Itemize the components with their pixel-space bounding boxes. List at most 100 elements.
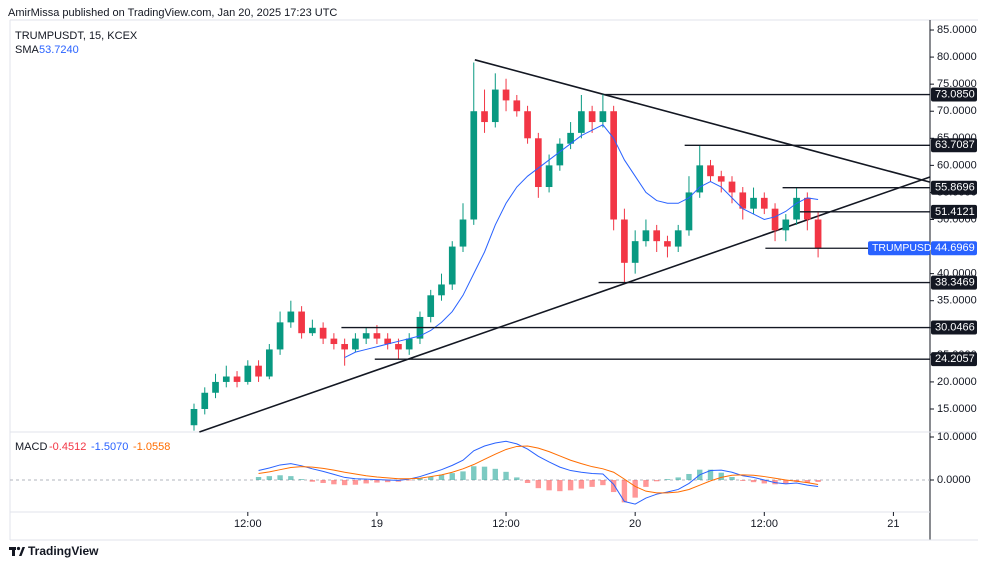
histogram-bar bbox=[460, 471, 466, 480]
macd-value: -1.5070 bbox=[91, 441, 128, 453]
candle-body bbox=[707, 165, 714, 177]
candle-body bbox=[610, 111, 617, 220]
candle-body bbox=[373, 333, 381, 339]
level-label-box bbox=[931, 275, 977, 290]
candle-body bbox=[664, 241, 671, 247]
candle-body bbox=[438, 284, 445, 296]
histogram-bar bbox=[352, 480, 359, 485]
candle-body bbox=[728, 181, 736, 193]
macd-line bbox=[258, 440, 819, 505]
histogram-bar bbox=[729, 476, 735, 480]
histogram-bar bbox=[266, 476, 273, 480]
histogram-bar bbox=[320, 480, 326, 484]
candle-body bbox=[395, 344, 402, 350]
y-tick-label: 70.0000 bbox=[937, 105, 977, 117]
level-label: 24.2057 bbox=[935, 353, 975, 365]
histogram-bar bbox=[664, 479, 671, 480]
candle-body bbox=[642, 230, 650, 242]
histogram-bar bbox=[589, 480, 595, 487]
candle-body bbox=[674, 230, 682, 247]
level-label: 55.8696 bbox=[935, 182, 975, 194]
candle-body bbox=[222, 376, 230, 382]
candle-body bbox=[276, 322, 284, 350]
price-label-box bbox=[931, 241, 977, 256]
x-tick-label: 19 bbox=[371, 518, 383, 530]
candle-body bbox=[244, 365, 252, 382]
histogram-bar bbox=[707, 469, 714, 480]
candle-body bbox=[341, 344, 348, 350]
candle-body bbox=[631, 241, 639, 263]
level-label-box bbox=[931, 138, 977, 153]
histogram-bar bbox=[654, 480, 660, 482]
histogram-bar bbox=[675, 477, 681, 480]
level-label: 38.3469 bbox=[935, 276, 975, 288]
histogram-bar bbox=[374, 480, 380, 483]
signal-value: -1.0558 bbox=[133, 441, 170, 453]
candle-body bbox=[513, 100, 521, 112]
level-label-box bbox=[931, 87, 977, 102]
candle-body bbox=[491, 89, 499, 123]
candle-body bbox=[750, 197, 757, 209]
candle-body bbox=[578, 111, 585, 133]
candle-body bbox=[621, 219, 628, 263]
sma-name: SMA bbox=[15, 44, 40, 56]
candle-body bbox=[330, 338, 338, 345]
candle-body bbox=[265, 349, 273, 377]
candle-body bbox=[814, 219, 822, 249]
histogram-bar bbox=[740, 480, 746, 481]
logo bbox=[9, 546, 25, 556]
candle-body bbox=[567, 132, 574, 144]
candle-body bbox=[309, 327, 316, 334]
histogram-bar bbox=[750, 480, 757, 483]
candle-body bbox=[427, 295, 435, 317]
symbol-label-box bbox=[868, 241, 930, 256]
y-tick-label: 20.0000 bbox=[937, 376, 977, 388]
histogram-bar bbox=[718, 472, 724, 480]
candle-body bbox=[212, 381, 219, 393]
histogram-bar bbox=[783, 480, 789, 484]
candle-body bbox=[233, 376, 241, 382]
y-tick-label: 80.0000 bbox=[937, 51, 977, 63]
candle-body bbox=[384, 338, 392, 345]
x-tick-label: 12:00 bbox=[492, 518, 520, 530]
y-tick-label: 75.0000 bbox=[937, 78, 977, 90]
candle-body bbox=[588, 111, 596, 123]
candle-body bbox=[760, 197, 768, 209]
histogram-bar bbox=[557, 480, 563, 492]
x-tick-label: 12:00 bbox=[751, 518, 779, 530]
candle-body bbox=[717, 176, 725, 182]
level-label-box bbox=[931, 352, 977, 367]
macd-line bbox=[258, 445, 819, 494]
histogram-bar bbox=[255, 476, 262, 480]
histogram-bar bbox=[384, 480, 391, 483]
histogram-bar bbox=[503, 471, 509, 480]
candle-body bbox=[696, 165, 704, 193]
histogram-bar bbox=[331, 480, 337, 485]
candle-body bbox=[545, 165, 553, 188]
candle-body bbox=[459, 219, 467, 247]
candle-body bbox=[352, 338, 359, 350]
level-label: 73.0850 bbox=[935, 88, 975, 100]
histogram-bar bbox=[481, 466, 488, 480]
candle-body bbox=[599, 111, 607, 123]
candle-body bbox=[190, 408, 198, 426]
symbol-title: TRUMPUSDT, 15, KCEX bbox=[15, 30, 138, 42]
macd-title: MACD bbox=[15, 441, 47, 453]
histogram-bar bbox=[363, 480, 369, 484]
level-label-box bbox=[931, 180, 977, 195]
histogram-bar bbox=[815, 480, 821, 482]
histogram-bar bbox=[449, 473, 455, 480]
histogram-bar bbox=[643, 480, 649, 487]
trendline bbox=[474, 59, 931, 183]
candle-body bbox=[771, 208, 779, 231]
histogram-bar bbox=[298, 479, 305, 480]
y-tick-label: 60.0000 bbox=[937, 159, 977, 171]
histogram-bar bbox=[578, 480, 585, 489]
histogram-bar bbox=[428, 476, 434, 480]
candle-body bbox=[362, 333, 370, 339]
histogram-bar bbox=[567, 480, 574, 491]
candle-body bbox=[201, 392, 209, 409]
histogram-bar bbox=[341, 480, 348, 486]
